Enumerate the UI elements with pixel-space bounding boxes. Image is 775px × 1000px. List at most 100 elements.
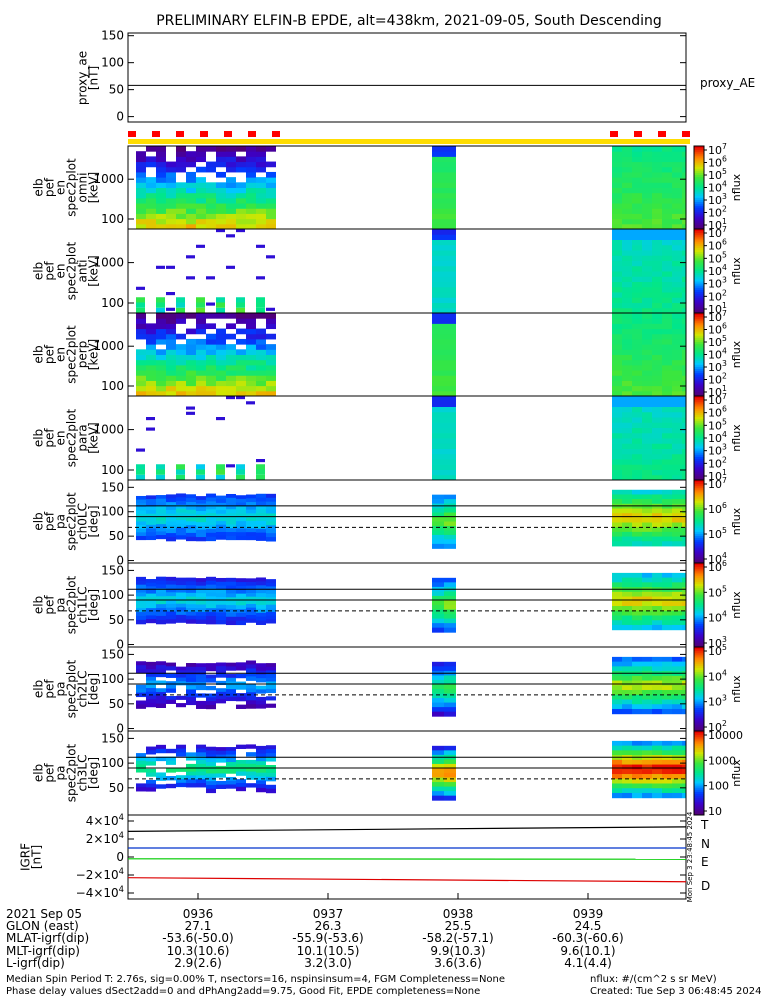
pa-cell (642, 788, 652, 794)
spectrogram-cell (166, 354, 176, 361)
pa-cell (246, 528, 256, 533)
colorbar-segment (694, 262, 704, 266)
spectrogram-cell (622, 349, 632, 355)
spectrogram-cell (432, 448, 456, 455)
pa-cell (176, 614, 186, 620)
pa-cell (186, 775, 196, 780)
pa-cell (226, 747, 236, 752)
colorbar-segment (694, 325, 704, 329)
pa-cell (146, 611, 156, 616)
pa-cell (632, 685, 642, 691)
orbit-row-value: 2.9(2.6) (174, 955, 222, 970)
pa-cell (622, 513, 632, 519)
colorbar-segment (694, 387, 704, 391)
pa-cell (662, 759, 672, 766)
spectrogram-cell (612, 459, 622, 465)
pa-cell (682, 750, 686, 756)
en-anti-panel: 1000100elbpefenspec2plotanti[keV]1071061… (32, 225, 744, 316)
spectrogram-cell (166, 385, 176, 392)
pa-cell (266, 703, 276, 708)
spectrogram-cell (682, 250, 686, 256)
colorbar-segment (694, 686, 704, 690)
pa-cell (136, 588, 146, 594)
pa-cell (196, 525, 206, 531)
spectrogram-cell (226, 364, 236, 371)
spectrogram-cell (156, 313, 166, 319)
spectrogram-cell (622, 302, 632, 309)
spectrogram-cell (632, 432, 642, 439)
spectrogram-cell (206, 313, 216, 319)
spectrogram-cell (652, 171, 662, 178)
spectrogram-cell (196, 307, 205, 313)
pa-cell (226, 501, 236, 506)
spectrogram-cell (682, 265, 686, 272)
pa-cell (156, 524, 166, 529)
pa-cell (186, 779, 196, 784)
pa-cell (226, 689, 236, 694)
spectrogram-cell (146, 364, 156, 371)
pa-cell (432, 605, 444, 611)
spectrogram-cell (662, 265, 672, 272)
spectrogram-cell (216, 161, 226, 168)
pa-cell (266, 509, 276, 514)
spectrogram-cell (216, 380, 226, 387)
spectrogram-cell (266, 218, 276, 225)
colorbar-segment (694, 800, 704, 803)
spectrogram-cell (612, 203, 622, 209)
spectrogram-cell (612, 239, 622, 246)
pa-cell (186, 619, 196, 624)
spectrogram-cell (432, 432, 456, 439)
pa-cell (662, 792, 672, 799)
spectrogram-cell (146, 182, 156, 188)
spectrogram-cell (612, 182, 622, 188)
spectrogram-cell (662, 187, 672, 194)
spectrogram-cell (216, 223, 226, 229)
spectrogram-cell (662, 427, 672, 434)
pa-cell (256, 509, 266, 514)
pa-cell (612, 582, 622, 588)
pa-cell (444, 777, 456, 783)
pa-cell (632, 750, 642, 756)
pa-cell (226, 677, 236, 683)
colorbar-segment (694, 233, 704, 236)
spectrogram-cell (246, 177, 256, 183)
spectrogram-cell (652, 208, 662, 214)
spectrogram-cell (256, 302, 265, 308)
pa-cell (216, 769, 226, 774)
colorbar-segment (694, 179, 704, 182)
pa-cell (662, 596, 672, 602)
pa-cell (256, 757, 266, 762)
spectrogram-cell (246, 401, 255, 405)
colorbar-segment (694, 210, 704, 213)
spectrogram-cell (176, 156, 186, 163)
pa-cell (256, 784, 266, 789)
pa-cell (672, 513, 682, 519)
spectrogram-cell (622, 171, 632, 178)
colorbar-segment (694, 148, 704, 151)
colorbar-segment (694, 461, 704, 464)
pa-cell (236, 582, 246, 587)
spectrogram-cell (652, 380, 662, 387)
spectrogram-cell (632, 354, 642, 361)
pa-cell (166, 509, 176, 515)
colorbar-segment (694, 294, 704, 297)
colorbar-segment (694, 756, 704, 759)
spectrogram-cell (612, 427, 622, 434)
colorbar-segment (694, 703, 704, 707)
spectrogram-cell (672, 307, 682, 313)
spectrogram-cell (226, 313, 236, 319)
colorbar-segment (694, 720, 704, 724)
pa-cell (256, 593, 266, 598)
spectrogram-cell (146, 338, 156, 345)
pa-cell (652, 522, 662, 528)
colorbar-segment (694, 371, 704, 374)
colorbar-segment (694, 469, 704, 473)
y-tick-label: 150 (101, 647, 124, 661)
spectrogram-cell (246, 197, 256, 204)
spectrogram-cell (136, 223, 146, 229)
pa-cell (256, 761, 266, 766)
spectrogram-cell (156, 364, 166, 371)
pa-cell (632, 541, 642, 547)
spectrogram-cell (672, 411, 682, 418)
